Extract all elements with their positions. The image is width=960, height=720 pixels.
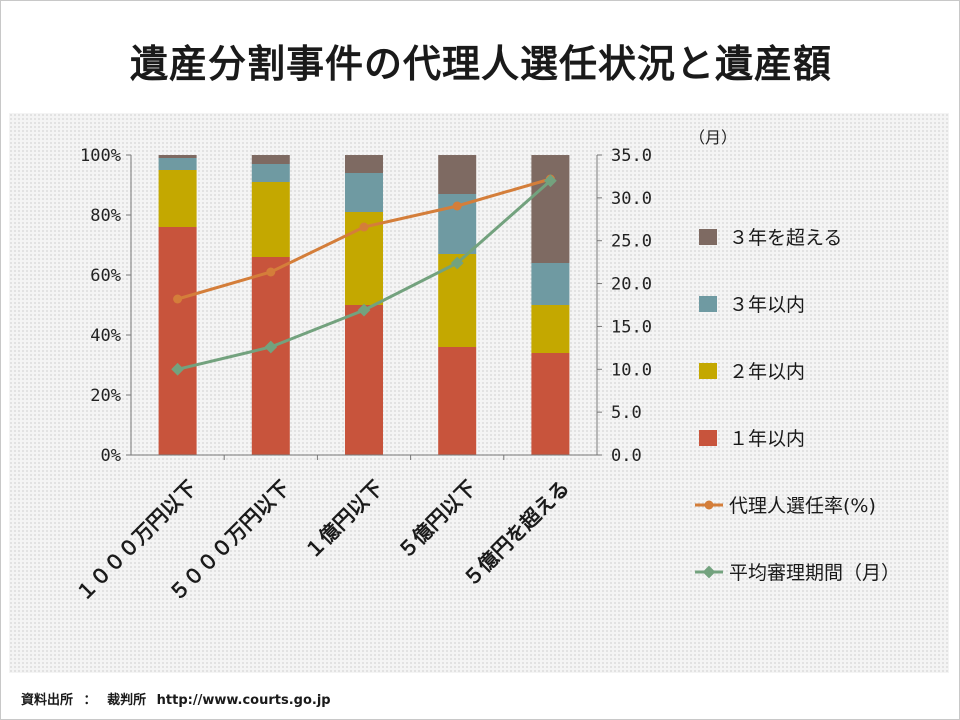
source-url: http://www.courts.go.jp: [156, 693, 331, 708]
legend-swatch: [699, 296, 717, 312]
bar-group: [158, 155, 570, 455]
stacked-bar-line-chart: 0% 20% 40% 60% 80% 100% 0.0 5.0 10.0 15.0 20.0 25.0…: [71, 128, 900, 606]
category-label: １億円以下: [300, 476, 388, 564]
bar-segment: [158, 158, 197, 170]
bar-segment: [251, 257, 290, 455]
right-tick-label: 5.0: [611, 403, 642, 423]
bar-segment: [345, 305, 383, 455]
source-separator: ：: [83, 693, 97, 708]
legend-swatch: [699, 430, 717, 446]
right-tick-label: 0.0: [611, 446, 642, 466]
legend-label: ２年以内: [729, 361, 805, 383]
page-title: 遺産分割事件の代理人選任状況と遺産額: [129, 42, 832, 86]
bar-segment: [158, 155, 197, 158]
source-note: 資料出所 ： 裁判所 http://www.courts.go.jp: [21, 689, 337, 708]
bar-segment: [158, 170, 197, 227]
legend-marker: [704, 500, 714, 510]
bar-segment: [251, 164, 290, 182]
legend-label: 代理人選任率(%): [729, 495, 876, 517]
bar-segment: [251, 155, 290, 164]
bar-segment: [251, 182, 290, 257]
legend-label: ３年を超える: [729, 227, 842, 249]
series-point: [173, 294, 183, 304]
bar-segment: [345, 155, 383, 173]
right-tick-label: 20.0: [611, 275, 652, 295]
left-tick-label: 80%: [90, 206, 121, 226]
series-point: [359, 222, 369, 232]
bar-segment: [438, 155, 477, 194]
bar-segment: [531, 353, 570, 455]
legend-marker: [702, 565, 716, 579]
right-tick-label: 25.0: [611, 232, 652, 252]
left-tick-label: 60%: [90, 266, 121, 286]
right-tick-label: 10.0: [611, 360, 652, 380]
source-org: 裁判所: [107, 693, 147, 708]
left-tick-label: 100%: [80, 146, 121, 166]
bar-segment: [531, 305, 570, 353]
bar-segment: [345, 173, 383, 212]
chart-panel: 0% 20% 40% 60% 80% 100% 0.0 5.0 10.0 15.0 20.0 25.0…: [9, 113, 949, 673]
legend-label: ３年以内: [729, 294, 805, 316]
category-label: ５億円以下: [393, 476, 481, 564]
right-tick-label: 35.0: [611, 146, 652, 166]
left-tick-label: 40%: [90, 326, 121, 346]
left-tick-label: 0%: [101, 446, 121, 466]
series-point: [264, 340, 278, 354]
bar-segment: [438, 347, 477, 455]
right-axis-label: （月）: [689, 128, 737, 147]
right-tick-label: 15.0: [611, 317, 652, 337]
source-label: 資料出所: [21, 693, 74, 708]
bar-segment: [531, 155, 570, 263]
bar-segment: [158, 227, 197, 455]
legend-swatch: [699, 363, 717, 379]
bar-segment: [531, 263, 570, 305]
series-point: [450, 256, 464, 270]
legend-label: １年以内: [729, 428, 805, 450]
legend-label: 平均審理期間（月）: [729, 562, 900, 584]
series-point: [266, 267, 276, 277]
legend-swatch: [699, 229, 717, 245]
right-tick-label: 30.0: [611, 189, 652, 209]
series-point: [452, 201, 462, 211]
series-point: [357, 303, 371, 317]
left-tick-label: 20%: [90, 386, 121, 406]
